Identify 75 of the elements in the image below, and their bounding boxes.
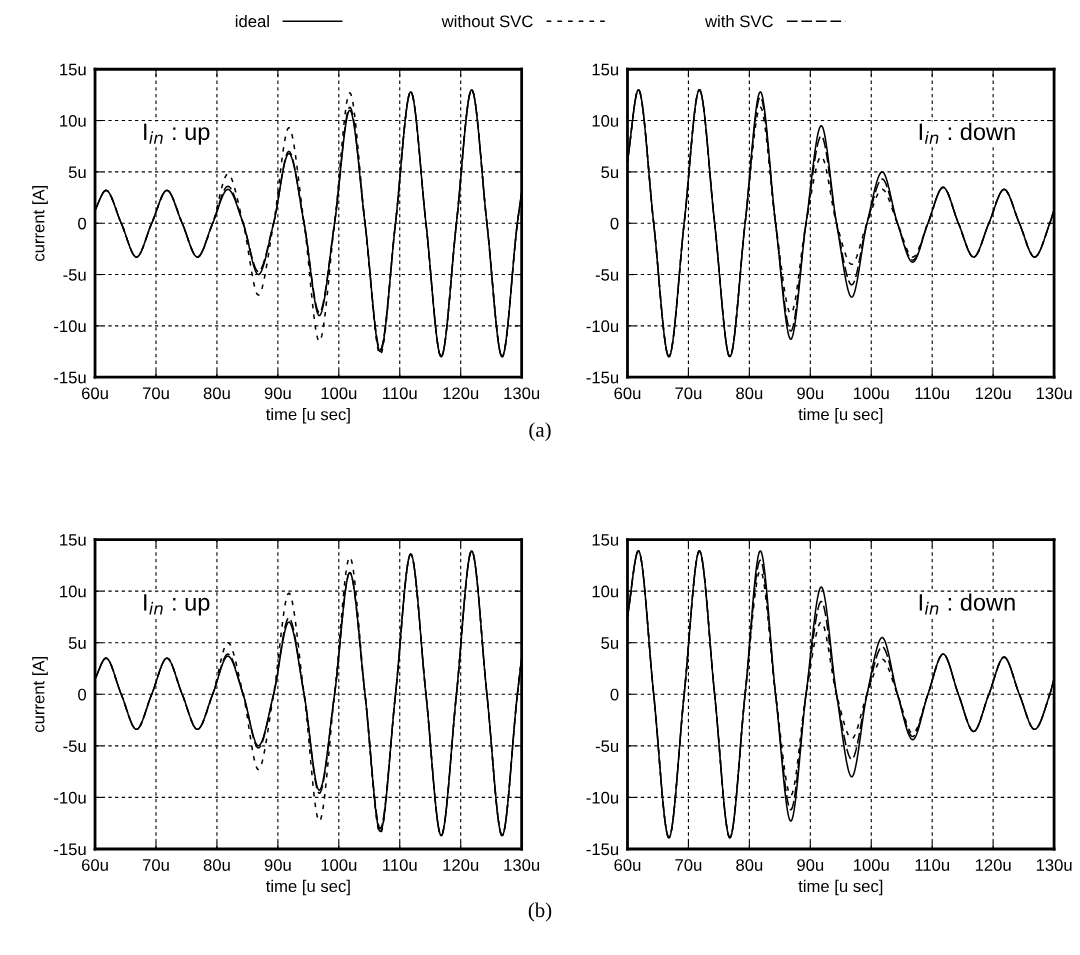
text: (a)	[529, 422, 551, 442]
x-tick-label: 120u	[975, 859, 1011, 871]
legend-label: without SVC	[441, 15, 533, 28]
y-tick-label: -15u	[54, 843, 86, 856]
y-axis-title: current [A]	[32, 657, 48, 733]
legend-label: ideal	[235, 15, 269, 28]
x-tick-label: 100u	[321, 387, 357, 400]
annotation: I$_{in}$ : down	[919, 122, 1015, 144]
x-tick-label: 90u	[264, 859, 291, 871]
y-tick-label: 0	[78, 217, 87, 230]
x-tick-label: 90u	[797, 859, 824, 871]
y-tick-label: -5u	[63, 269, 86, 281]
x-tick-label: 90u	[797, 387, 824, 400]
x-tick-label: 60u	[81, 859, 108, 871]
y-tick-label: 10u	[60, 114, 86, 127]
x-tick-label: 60u	[81, 387, 108, 400]
x-tick-label: 110u	[915, 387, 950, 400]
y-tick-label: -15u	[54, 371, 86, 384]
x-axis-title: time [u sec]	[798, 408, 883, 424]
text: (b)	[528, 902, 552, 922]
y-tick-label: 15u	[592, 534, 619, 546]
y-tick-label: 0	[78, 688, 87, 701]
x-tick-label: 110u	[383, 387, 417, 400]
y-tick-label: 15u	[60, 63, 86, 76]
legend-label: with SVC	[705, 15, 773, 28]
x-axis-title: time [u sec]	[265, 879, 350, 896]
x-tick-label: 70u	[142, 859, 169, 871]
y-axis-title: current [A]	[32, 185, 48, 261]
y-tick-label: 15u	[60, 534, 86, 546]
y-tick-label: 5u	[68, 166, 86, 179]
x-tick-label: 110u	[383, 859, 417, 871]
x-tick-label: 120u	[975, 387, 1011, 400]
x-tick-label: 130u	[504, 387, 540, 400]
y-tick-label: -10u	[586, 791, 619, 804]
y-tick-label: -10u	[586, 320, 619, 333]
y-tick-label: 0	[610, 217, 619, 230]
annotation: I$_{in}$ : up	[144, 594, 210, 616]
y-tick-label: 5u	[601, 166, 619, 179]
y-tick-label: 10u	[592, 114, 619, 127]
y-tick-label: 15u	[592, 63, 619, 76]
y-tick-label: -15u	[586, 371, 619, 384]
y-tick-label: -15u	[586, 843, 619, 856]
x-tick-label: 130u	[1036, 387, 1072, 400]
x-tick-label: 100u	[853, 859, 889, 871]
x-tick-label: 70u	[142, 387, 169, 400]
x-tick-label: 100u	[853, 387, 889, 400]
x-tick-label: 60u	[614, 387, 641, 400]
x-tick-label: 70u	[675, 387, 702, 400]
y-tick-label: -5u	[595, 740, 619, 753]
x-tick-label: 120u	[443, 859, 479, 871]
x-tick-label: 130u	[504, 859, 540, 871]
y-tick-label: 5u	[68, 637, 86, 649]
y-tick-label: -10u	[54, 320, 86, 333]
x-tick-label: 80u	[736, 387, 763, 400]
y-tick-label: -5u	[595, 269, 619, 281]
y-tick-label: -5u	[63, 740, 86, 753]
x-tick-label: 80u	[736, 859, 763, 871]
annotation: I$_{in}$ : down	[919, 593, 1015, 615]
y-tick-label: 10u	[60, 585, 86, 598]
y-tick-label: -10u	[54, 791, 86, 804]
x-tick-label: 70u	[675, 859, 702, 871]
x-tick-label: 100u	[321, 859, 357, 871]
x-axis-title: time [u sec]	[265, 408, 350, 424]
y-tick-label: 10u	[592, 585, 619, 598]
x-tick-label: 80u	[203, 387, 230, 400]
x-tick-label: 120u	[443, 387, 479, 400]
x-tick-label: 130u	[1036, 859, 1072, 871]
y-tick-label: 0	[610, 688, 619, 701]
x-tick-label: 80u	[203, 859, 230, 871]
annotation: I$_{in}$ : up	[144, 123, 210, 145]
x-tick-label: 90u	[264, 387, 291, 400]
x-tick-label: 60u	[614, 859, 641, 871]
x-tick-label: 110u	[915, 859, 950, 871]
x-axis-title: time [u sec]	[798, 879, 883, 896]
y-tick-label: 5u	[601, 637, 619, 649]
